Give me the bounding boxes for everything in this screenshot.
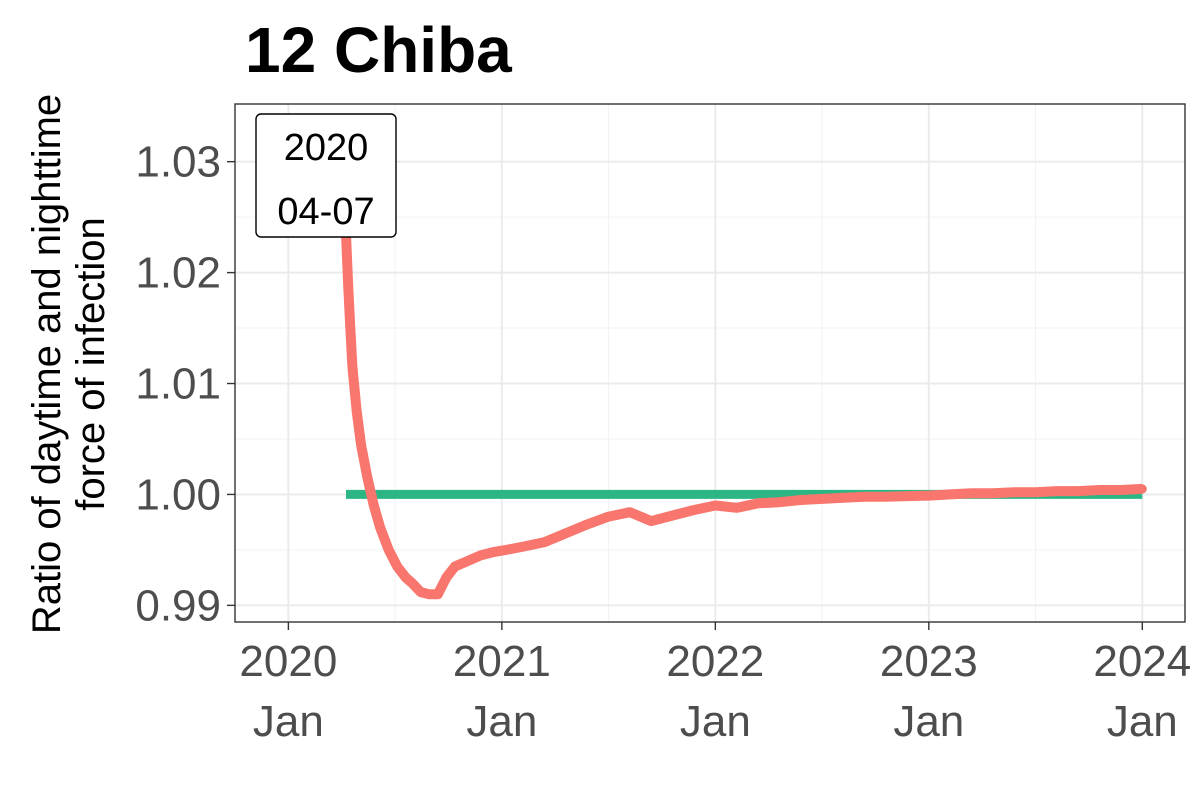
y-axis-label-line-1: Ratio of daytime and nighttime [25,94,69,634]
data-point [1031,487,1041,497]
data-point [501,545,511,555]
series-ratio-line [341,233,1143,600]
data-point [796,495,806,505]
data-point [881,492,891,502]
data-point [753,498,763,508]
data-point [689,505,699,515]
data-point [433,589,443,599]
data-point [1073,486,1083,496]
date-annotation-day: 04-07 [277,191,374,233]
y-tick-label: 1.00 [135,470,221,519]
data-point [352,406,362,416]
data-point [424,589,434,599]
x-tick-month: Jan [466,697,537,746]
data-point [463,556,473,566]
x-tick-month: Jan [680,697,751,746]
data-point [1116,485,1126,495]
data-point [450,562,460,572]
data-point [416,587,426,597]
data-point [375,523,385,533]
data-point [356,440,366,450]
y-tick-label: 1.02 [135,249,221,298]
data-point [860,492,870,502]
x-tick-year: 2020 [239,637,337,686]
chart-title: 12 Chiba [245,14,512,86]
data-point [710,501,720,511]
x-tick-month: Jan [253,697,324,746]
x-ticks: 2020 Jan 2021 Jan 2022 Jan 2023 Jan 2024 Jan [239,622,1191,746]
data-point [732,503,742,513]
data-point [407,578,417,588]
y-axis-label-line-2: force of infection [69,217,113,511]
panel-border [234,103,1186,623]
x-tick-year: 2021 [453,637,551,686]
data-point [540,537,550,547]
data-point [518,542,528,552]
data-point [967,488,977,498]
data-point [924,491,934,501]
data-point [1052,486,1062,496]
x-tick-month: Jan [1107,697,1178,746]
x-tick-year: 2022 [666,637,764,686]
data-point [362,473,372,483]
data-point [561,528,571,538]
data-point [345,323,355,333]
data-point [1009,487,1019,497]
data-point [401,573,411,583]
data-point [902,491,912,501]
y-tick-label: 1.03 [135,138,221,187]
y-tick-label: 1.01 [135,360,221,409]
y-axis-label: Ratio of daytime and nighttime force of … [25,94,113,634]
data-point [347,362,357,372]
data-point [582,519,592,529]
data-point [369,501,379,511]
y-ticks: 0.99 1.00 1.01 1.02 1.03 [135,138,235,630]
y-tick-label: 0.99 [135,581,221,630]
date-annotation-box [255,113,397,238]
data-point [668,511,678,521]
data-point [476,550,486,560]
data-point [441,573,451,583]
x-tick-year: 2024 [1093,637,1191,686]
x-tick-month: Jan [893,697,964,746]
data-point [392,562,402,572]
data-point [817,494,827,504]
grid [235,104,1185,622]
data-point [488,547,498,557]
date-annotation-year: 2020 [284,127,369,169]
date-annotation: 2020 04-07 [255,113,397,238]
data-point [1095,485,1105,495]
data-point [343,279,353,289]
data-point [625,507,635,517]
data-point [774,497,784,507]
data-point [646,516,656,526]
data-point [838,493,848,503]
x-tick-year: 2023 [880,637,978,686]
data-point [604,512,614,522]
data-point [945,489,955,499]
data-point [384,545,394,555]
data-point [1137,484,1147,494]
data-point [988,488,998,498]
series-layer [341,229,1147,600]
